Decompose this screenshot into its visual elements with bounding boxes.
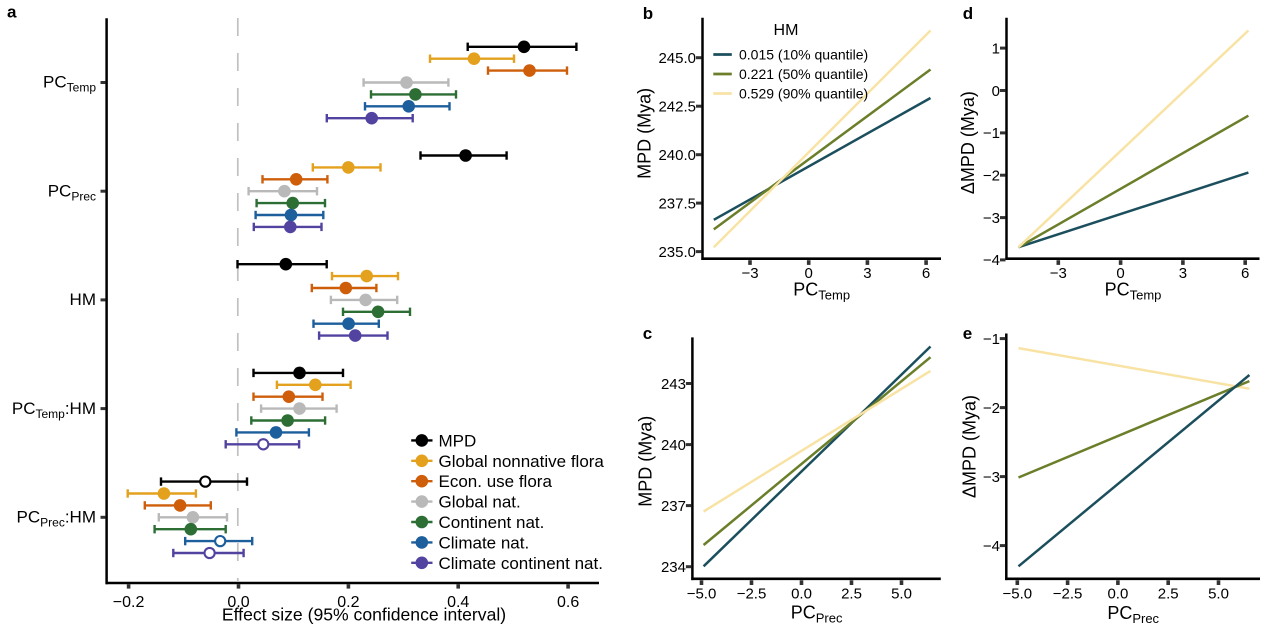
svg-text:0: 0 — [1116, 265, 1124, 282]
svg-text:235.0: 235.0 — [658, 244, 696, 261]
svg-text:0.0: 0.0 — [791, 585, 812, 602]
svg-text:−2: −2 — [983, 168, 1000, 185]
svg-text:a: a — [7, 3, 17, 22]
svg-text:245.0: 245.0 — [658, 50, 696, 67]
svg-text:−0.2: −0.2 — [113, 594, 145, 611]
svg-text:242.5: 242.5 — [658, 99, 696, 116]
svg-text:0.6: 0.6 — [557, 594, 579, 611]
svg-text:6: 6 — [922, 265, 930, 282]
svg-text:2.5: 2.5 — [1158, 586, 1179, 603]
svg-text:Climate continent nat.: Climate continent nat. — [439, 554, 603, 573]
svg-text:d: d — [963, 4, 973, 23]
svg-text:PCTemp:HM: PCTemp:HM — [12, 399, 96, 421]
svg-text:240: 240 — [661, 437, 686, 454]
svg-text:Global nonnative flora: Global nonnative flora — [439, 452, 605, 471]
svg-text:ΔMPD (Mya): ΔMPD (Mya) — [959, 395, 979, 498]
svg-text:−4: −4 — [983, 252, 1000, 269]
svg-text:0: 0 — [805, 265, 813, 282]
svg-text:0.529 (90% quantile): 0.529 (90% quantile) — [739, 86, 868, 102]
svg-text:Effect size (95% confidence in: Effect size (95% confidence interval) — [222, 605, 506, 625]
svg-text:6: 6 — [1241, 265, 1249, 282]
svg-text:−5.0: −5.0 — [687, 585, 717, 602]
svg-text:0.2: 0.2 — [337, 594, 359, 611]
svg-text:5.0: 5.0 — [1208, 586, 1229, 603]
svg-text:HM: HM — [70, 290, 96, 309]
svg-text:243: 243 — [661, 376, 686, 393]
svg-text:237.5: 237.5 — [658, 195, 696, 212]
svg-text:1: 1 — [992, 40, 1000, 57]
svg-text:e: e — [963, 324, 972, 343]
svg-text:2.5: 2.5 — [841, 585, 862, 602]
svg-text:b: b — [643, 4, 653, 23]
svg-text:−2.5: −2.5 — [1053, 586, 1083, 603]
svg-text:Econ. use flora: Econ. use flora — [439, 472, 553, 491]
svg-text:Climate nat.: Climate nat. — [439, 533, 530, 552]
svg-text:c: c — [643, 324, 652, 343]
svg-text:Continent nat.: Continent nat. — [439, 513, 545, 532]
svg-text:MPD (Mya): MPD (Mya) — [635, 88, 655, 179]
svg-text:0.0: 0.0 — [227, 594, 249, 611]
svg-text:−3: −3 — [983, 210, 1000, 227]
svg-text:HM: HM — [774, 22, 799, 39]
svg-text:ΔMPD (Mya): ΔMPD (Mya) — [958, 91, 978, 194]
svg-text:−5.0: −5.0 — [1002, 586, 1032, 603]
svg-text:MPD: MPD — [439, 431, 477, 450]
svg-text:−3: −3 — [741, 265, 758, 282]
svg-text:−2: −2 — [983, 400, 1000, 417]
svg-text:0.4: 0.4 — [447, 594, 469, 611]
svg-text:240.0: 240.0 — [658, 147, 696, 164]
svg-text:237: 237 — [661, 498, 686, 515]
svg-text:−2.5: −2.5 — [737, 585, 767, 602]
svg-text:Global nat.: Global nat. — [439, 493, 521, 512]
svg-text:−3: −3 — [983, 469, 1000, 486]
svg-text:−4: −4 — [983, 538, 1000, 555]
svg-text:−1: −1 — [983, 331, 1000, 348]
svg-text:0.015 (10% quantile): 0.015 (10% quantile) — [739, 47, 868, 63]
svg-text:0.221 (50% quantile): 0.221 (50% quantile) — [739, 66, 868, 82]
svg-text:234: 234 — [661, 559, 686, 576]
svg-text:5.0: 5.0 — [891, 585, 912, 602]
svg-text:3: 3 — [1179, 265, 1187, 282]
svg-text:−3: −3 — [1050, 265, 1067, 282]
svg-text:MPD (Mya): MPD (Mya) — [636, 416, 656, 507]
svg-text:PCPrec:HM: PCPrec:HM — [17, 508, 96, 530]
svg-text:3: 3 — [863, 265, 871, 282]
svg-text:0.0: 0.0 — [1107, 586, 1128, 603]
svg-text:−1: −1 — [983, 125, 1000, 142]
svg-text:0: 0 — [992, 83, 1000, 100]
